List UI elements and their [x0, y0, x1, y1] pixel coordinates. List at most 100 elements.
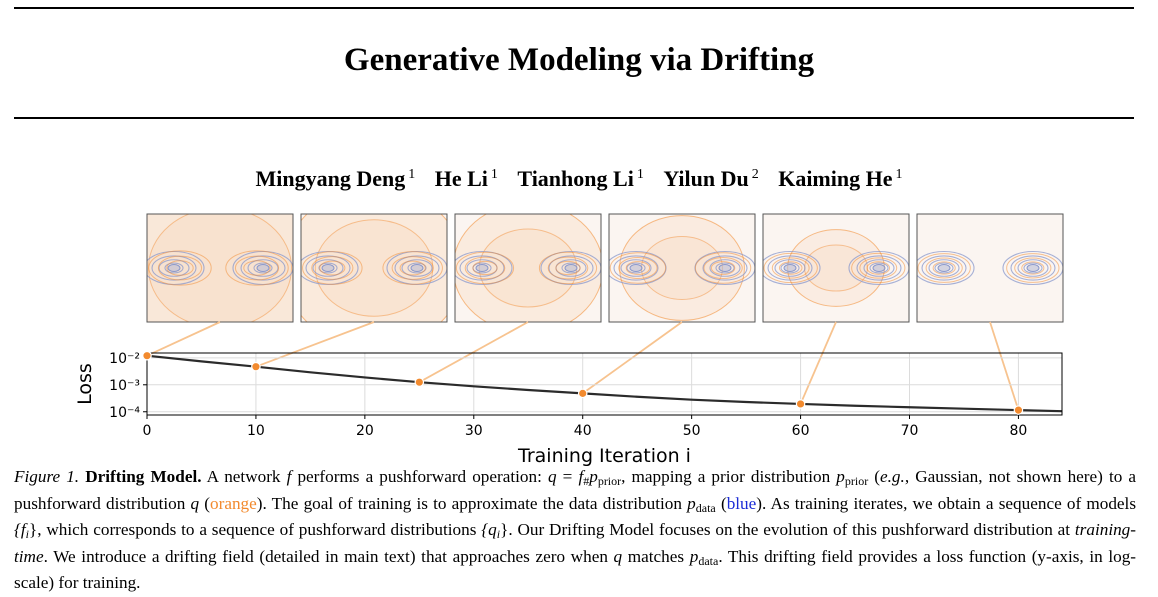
paper-title: Generative Modeling via Drifting [343, 42, 815, 78]
data-contour-core [410, 264, 424, 272]
data-contour [312, 259, 344, 277]
caption-text: A network [206, 467, 281, 486]
x-tick-label: 10 [247, 423, 265, 439]
math-sub: prior [597, 474, 622, 488]
blue-label: blue [726, 493, 757, 513]
math-p-prior: pprior [836, 467, 869, 488]
data-contour [1002, 250, 1063, 286]
loss-curve [146, 354, 1063, 413]
figure-caption: Figure 1. Drifting Model. A network f pe… [14, 466, 1136, 595]
data-contour [548, 255, 594, 281]
math-p: p [589, 467, 598, 486]
data-contour [240, 255, 286, 281]
orange-contour [382, 251, 443, 285]
math-p: p [836, 467, 845, 486]
highlighted-point [414, 377, 425, 387]
data-contour-core [718, 264, 732, 272]
panel-contours [609, 215, 755, 321]
orange-contour [771, 257, 810, 279]
math-q: q [613, 546, 623, 566]
data-contour [401, 259, 433, 277]
panel-contours [763, 229, 909, 307]
orange-contour [625, 261, 651, 275]
x-tick-label: 50 [683, 423, 701, 439]
author: Tianhong Li 1 [517, 166, 643, 191]
math-sub: i [25, 527, 29, 541]
math-sub: data [698, 553, 719, 568]
data-contour [928, 259, 960, 277]
data-contour-core [256, 264, 270, 272]
orange-contour [618, 256, 658, 280]
caption-text: , Gaussian, not shown here) to a pushfor… [14, 467, 1137, 513]
data-contour [247, 259, 279, 277]
math-qi: {qi} [481, 520, 509, 541]
orange-contour [925, 257, 963, 279]
data-contour [459, 255, 505, 281]
y-tick-label: 10⁻³ [109, 378, 140, 394]
plot-frame [146, 352, 1063, 416]
highlighted-point [142, 350, 152, 361]
x-tick-label: 60 [792, 423, 810, 439]
data-contour [407, 262, 427, 274]
data-contour [620, 259, 652, 277]
orange-contour [1014, 257, 1052, 279]
math-pushforward: q = f#pprior [548, 467, 622, 488]
math-p: p [689, 546, 699, 566]
caption-text: . Our Drifting Model focuses on the evol… [508, 520, 1071, 539]
data-contour [774, 259, 806, 277]
panel-connector-line [799, 321, 837, 405]
author-name: Tianhong Li [517, 166, 634, 191]
data-contour-core [872, 264, 886, 272]
author: Kaiming He 1 [778, 166, 902, 191]
author: Mingyang Deng 1 [256, 166, 416, 191]
caption-emph: training-time [14, 520, 1137, 566]
math-sub: prior [844, 474, 869, 488]
orange-contour [859, 257, 898, 279]
orange-contour [302, 251, 363, 285]
author-list: Mingyang Deng 1 He Li 1 Tianhong Li 1 Yilun… [0, 166, 1158, 192]
panel-connector-line [146, 321, 221, 357]
data-contour [394, 255, 440, 281]
figure-1: 0 10 20 30 40 50 60 70 80 10⁻² 10⁻³ 10⁻⁴ Loss Trainin… [74, 213, 1064, 466]
orange-contour [866, 261, 891, 275]
math-p-data: pdata [687, 494, 716, 515]
orange-contour [243, 260, 271, 276]
author-name: Kaiming He [778, 166, 893, 191]
math-set: {f [14, 520, 26, 539]
caption-text: ). The goal of training is to approximat… [256, 493, 682, 513]
distribution-panel [608, 213, 756, 323]
orange-envelope [804, 244, 868, 292]
math-set: {q [481, 520, 497, 539]
orange-label: orange [210, 493, 257, 513]
orange-envelope [314, 219, 434, 317]
math-brace: } [500, 520, 509, 539]
y-tick-label: 10⁻⁴ [109, 405, 140, 421]
data-contour [318, 262, 338, 274]
caption-text: performs a pushforward operation: [297, 467, 542, 486]
orange-contour [399, 260, 426, 276]
orange-contour [694, 252, 752, 284]
orange-envelope [147, 214, 293, 322]
data-contour [869, 262, 889, 274]
orange-contour [851, 252, 906, 284]
math-sub: # [583, 474, 590, 488]
panel-contours [455, 214, 601, 322]
caption-text: ). As training iterates, we obtain a seq… [756, 493, 1137, 513]
data-contour [856, 255, 902, 281]
caption-eg: e.g. [880, 467, 905, 486]
panel-connector-line [989, 321, 1020, 411]
highlighted-point [577, 388, 588, 399]
distribution-panel [454, 213, 602, 323]
orange-envelope [301, 214, 447, 322]
distribution-panel [146, 213, 294, 323]
x-tick-label: 0 [143, 423, 152, 439]
orange-contour [234, 255, 280, 281]
author-name: Mingyang Deng [255, 166, 406, 191]
highlighted-point [1013, 405, 1024, 415]
highlighted-point [795, 399, 806, 409]
author: Yilun Du 2 [663, 166, 758, 191]
x-tick-label: 80 [1010, 423, 1028, 439]
distribution-panel [916, 213, 1064, 323]
distribution-panel [762, 213, 910, 323]
data-contour [921, 255, 967, 281]
